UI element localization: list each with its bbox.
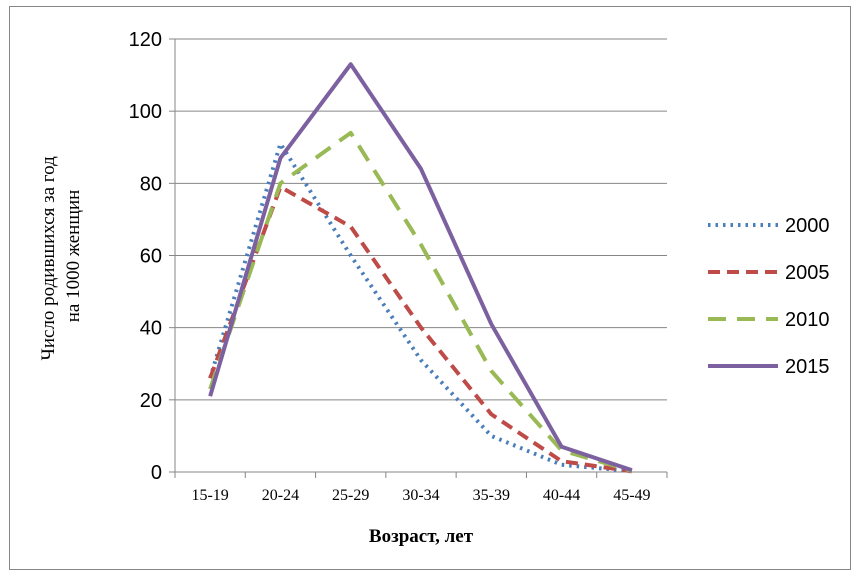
series-line-2005 <box>208 184 633 474</box>
y-tick-label: 80 <box>140 173 162 195</box>
x-tick-label: 30-34 <box>402 487 439 504</box>
y-axis-title: Число родившихся за год на 1000 женщин <box>38 152 84 361</box>
x-tick-label: 35-39 <box>473 487 510 504</box>
x-tick-label: 20-24 <box>262 487 299 504</box>
y-axis-title-line-2: на 1000 женщин <box>63 190 84 323</box>
y-tick-labels: 0 20 40 60 80 100 120 <box>129 29 162 484</box>
x-tick-label: 40-44 <box>543 487 580 504</box>
y-tick-label: 20 <box>140 390 162 412</box>
chart-frame <box>9 6 851 570</box>
y-tick-label: 40 <box>140 318 162 340</box>
x-axis-title: Возраст, лет <box>369 526 474 547</box>
x-tick-labels: 15-19 20-24 25-29 30-34 35-39 40-44 45-49 <box>191 487 650 504</box>
gridlines <box>175 38 667 401</box>
y-tick-label: 120 <box>129 29 162 51</box>
x-tick-label: 15-19 <box>191 487 228 504</box>
legend-label-2005: 2005 <box>785 262 830 284</box>
y-tick-label: 100 <box>129 101 162 123</box>
series-line-2010 <box>208 130 633 473</box>
legend-label-2015: 2015 <box>785 356 830 378</box>
legend: 2000 2005 2010 2015 <box>708 215 830 378</box>
y-tick-label: 60 <box>140 246 162 268</box>
series-line-2015 <box>208 62 633 473</box>
axes <box>169 38 668 478</box>
legend-label-2010: 2010 <box>785 309 830 331</box>
legend-label-2000: 2000 <box>785 215 830 237</box>
series-lines <box>208 62 633 474</box>
x-tick-label: 25-29 <box>332 487 369 504</box>
y-axis-title-line-1: Число родившихся за год <box>38 156 59 361</box>
series-line-2000 <box>208 141 633 474</box>
x-tick-label: 45-49 <box>613 487 650 504</box>
y-tick-label: 0 <box>151 462 162 484</box>
